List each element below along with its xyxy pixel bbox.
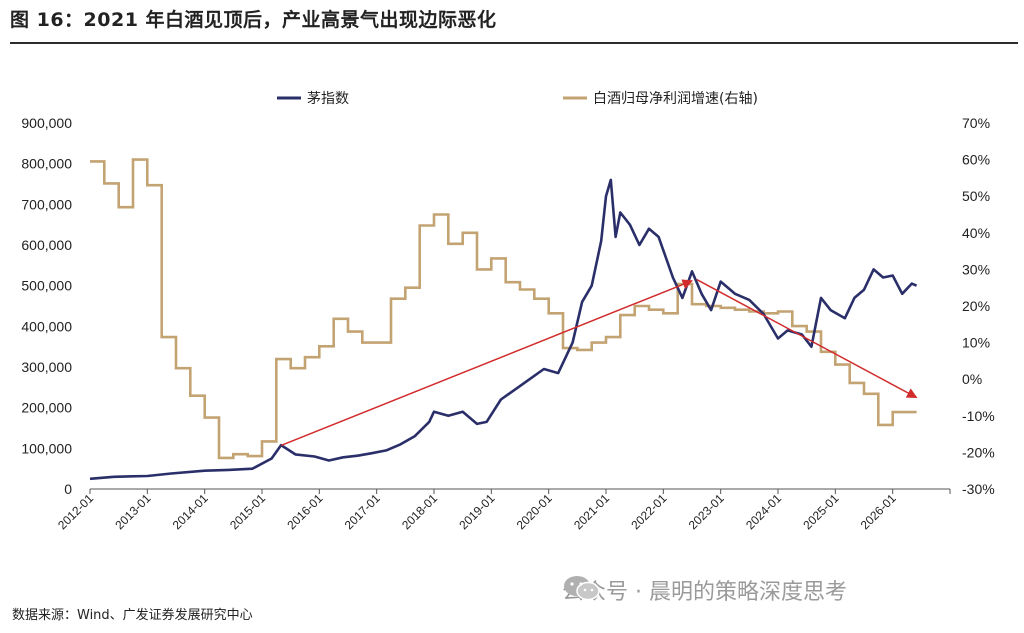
wechat-icon — [564, 576, 600, 601]
y-left-tick-label: 200,000 — [21, 400, 72, 416]
x-tick-label: 2020-01 — [514, 491, 555, 532]
watermark-text: 公众号 · 晨明的策略深度思考 — [562, 580, 847, 605]
x-tick-label: 2012-01 — [55, 491, 96, 532]
legend-label-1: 茅指数 — [307, 91, 349, 107]
y-left-tick-label: 100,000 — [21, 440, 72, 456]
y-right-tick-label: 10% — [962, 335, 990, 351]
y-right-tick-label: 50% — [962, 188, 990, 204]
x-tick-label: 2026-01 — [858, 491, 899, 532]
y-right-tick-label: 0% — [962, 371, 982, 387]
y-left-tick-label: 400,000 — [21, 318, 72, 334]
y-right-tick-label: 40% — [962, 225, 990, 241]
y-right-tick-label: 60% — [962, 152, 990, 168]
y-left-tick-label: 800,000 — [21, 156, 72, 172]
y-right-tick-label: 30% — [962, 261, 990, 277]
y-left-tick-label: 700,000 — [21, 196, 72, 212]
y-left-tick-label: 0 — [64, 481, 72, 497]
series-layer — [89, 158, 918, 481]
x-tick-label: 2015-01 — [227, 491, 268, 532]
legend-label-2: 白酒归母净利润增速(右轴) — [593, 90, 758, 107]
trend-arrow-1 — [280, 279, 693, 447]
watermark: 公众号 · 晨明的策略深度思考 — [562, 574, 847, 606]
x-tick-label: 2019-01 — [456, 491, 497, 532]
x-tick-label: 2022-01 — [628, 491, 669, 532]
x-tick-label: 2024-01 — [743, 491, 784, 532]
page-title: 图 16：2021 年白酒见顶后，产业高景气出现边际恶化 — [10, 9, 497, 31]
y-right-tick-label: -10% — [962, 408, 995, 424]
axes: 2012-01 2013-01 2014-01 2015-01 2016-01 2017-… — [21, 115, 994, 532]
y-right-tick-label: -20% — [962, 444, 995, 460]
y-left-tick-label: 500,000 — [21, 278, 72, 294]
x-tick-label: 2025-01 — [800, 491, 841, 532]
series-line-net-profit-growth — [90, 158, 917, 460]
x-tick-label: 2017-01 — [342, 491, 383, 532]
x-tick-label: 2018-01 — [399, 491, 440, 532]
title-divider — [10, 42, 1018, 44]
y-left-tick-label: 300,000 — [21, 359, 72, 375]
x-tick-label: 2021-01 — [571, 491, 612, 532]
trend-arrow-2 — [696, 278, 918, 399]
y-right-tick-label: 20% — [962, 298, 990, 314]
x-tick-label: 2023-01 — [686, 491, 727, 532]
y-left-tick-label: 600,000 — [21, 237, 72, 253]
x-tick-label: 2016-01 — [284, 491, 325, 532]
trend-arrows — [280, 278, 918, 447]
y-right-tick-label: -30% — [962, 481, 995, 497]
source-note: 数据来源：Wind、广发证券发展研究中心 — [12, 608, 253, 623]
legend: 茅指数 白酒归母净利润增速(右轴) — [277, 90, 758, 107]
x-tick-label: 2013-01 — [112, 491, 153, 532]
y-right-tick-label: 70% — [962, 115, 990, 131]
y-left-tick-label: 900,000 — [21, 115, 72, 131]
series-line-mao-index — [89, 178, 918, 481]
x-tick-label: 2014-01 — [170, 491, 211, 532]
